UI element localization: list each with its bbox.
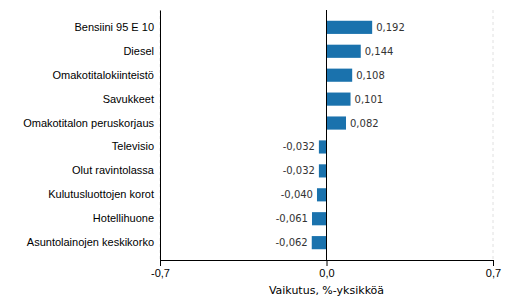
y-tick-label: Bensiini 95 E 10 bbox=[75, 21, 155, 33]
y-tick-label: Omakotitalokiinteistö bbox=[53, 69, 155, 81]
y-tick-label: Kulutusluottojen korot bbox=[48, 188, 154, 200]
y-tick: Televisio bbox=[112, 140, 160, 152]
bars bbox=[312, 21, 372, 249]
y-tick-label: Televisio bbox=[112, 140, 154, 152]
x-axis-line bbox=[161, 261, 494, 267]
y-tick: Hotellihuone bbox=[93, 212, 160, 224]
x-axis-title: Vaikutus, %-yksikköä bbox=[269, 284, 384, 297]
x-tick-mark bbox=[327, 260, 328, 266]
y-tick: Diesel bbox=[123, 45, 160, 57]
y-tick-label: Olut ravintolassa bbox=[72, 164, 155, 176]
bar bbox=[327, 45, 361, 58]
y-tick: Bensiini 95 E 10 bbox=[75, 21, 161, 33]
data-label: 0,101 bbox=[355, 94, 384, 105]
chart-container: -0,7 0,0 0,7 Asuntolainojen keskikorko Hotel… bbox=[0, 0, 515, 302]
bar bbox=[312, 236, 327, 249]
x-tick: -0,7 bbox=[151, 260, 170, 279]
y-tick: Omakotitalokiinteistö bbox=[53, 69, 161, 81]
chart: -0,7 0,0 0,7 Asuntolainojen keskikorko Hotel… bbox=[0, 0, 515, 302]
x-tick-label: 0,0 bbox=[319, 267, 334, 279]
y-tick-label: Hotellihuone bbox=[93, 212, 154, 224]
y-tick-label: Diesel bbox=[123, 45, 154, 57]
data-label: 0,192 bbox=[376, 22, 405, 33]
data-label: -0,032 bbox=[283, 165, 315, 176]
data-label: 0,144 bbox=[365, 46, 394, 57]
grid-line bbox=[160, 10, 161, 260]
y-tick: Omakotitalon peruskorjaus bbox=[23, 117, 160, 129]
bar bbox=[327, 93, 351, 106]
bar bbox=[319, 164, 327, 177]
data-label: 0,082 bbox=[350, 118, 379, 129]
x-tick: 0,7 bbox=[486, 260, 501, 279]
grid-line bbox=[493, 10, 494, 260]
bar bbox=[327, 21, 373, 34]
y-axis: Asuntolainojen keskikorko Hotellihuone Kul… bbox=[23, 11, 160, 261]
data-label: 0,108 bbox=[356, 70, 385, 81]
y-tick: Asuntolainojen keskikorko bbox=[27, 236, 160, 248]
y-tick: Kulutusluottojen korot bbox=[48, 188, 160, 200]
grid-line bbox=[326, 10, 327, 260]
x-tick: 0,0 bbox=[319, 260, 334, 279]
x-tick-label: 0,7 bbox=[486, 267, 501, 279]
data-labels: -0,062 -0,061 -0,040 -0,032 -0,032 0,082 0,101… bbox=[276, 22, 405, 248]
grid bbox=[160, 10, 493, 260]
x-tick-mark bbox=[160, 260, 161, 266]
y-tick: Olut ravintolassa bbox=[72, 164, 160, 176]
bar bbox=[317, 188, 327, 201]
x-tick-label: -0,7 bbox=[151, 267, 170, 279]
data-label: -0,040 bbox=[281, 189, 313, 200]
bar bbox=[319, 140, 327, 153]
bar bbox=[327, 69, 353, 82]
zero-line bbox=[326, 10, 327, 260]
y-tick: Savukkeet bbox=[103, 93, 160, 105]
plot: -0,7 0,0 0,7 Asuntolainojen keskikorko Hotel… bbox=[23, 10, 501, 279]
x-axis: -0,7 0,0 0,7 bbox=[151, 260, 501, 279]
y-tick-label: Asuntolainojen keskikorko bbox=[27, 236, 154, 248]
data-label: -0,032 bbox=[283, 141, 315, 152]
y-axis-line bbox=[160, 11, 161, 261]
bar bbox=[312, 212, 327, 225]
bar bbox=[327, 116, 347, 129]
data-label: -0,062 bbox=[276, 237, 308, 248]
x-tick-mark bbox=[493, 260, 494, 266]
y-tick-label: Omakotitalon peruskorjaus bbox=[23, 117, 154, 129]
y-tick-label: Savukkeet bbox=[103, 93, 154, 105]
data-label: -0,061 bbox=[276, 213, 308, 224]
